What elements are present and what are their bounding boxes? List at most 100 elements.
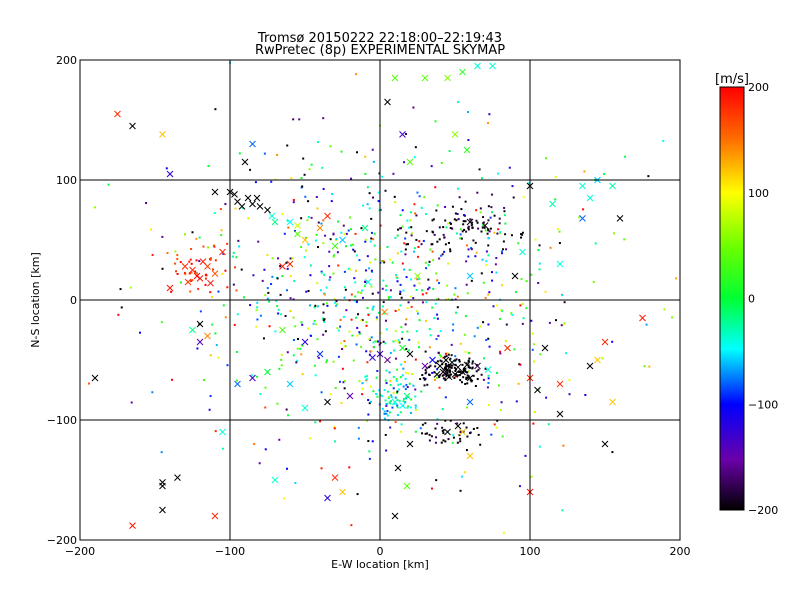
data-point-dot [454, 212, 457, 215]
data-point-dot [487, 377, 490, 380]
data-point-dot [394, 339, 397, 342]
data-point-dot [488, 291, 491, 294]
data-point-dot [498, 217, 501, 220]
data-point-cross [444, 428, 451, 436]
data-point-dot [429, 364, 432, 367]
data-point-dot [431, 250, 434, 253]
data-point-dot [482, 221, 485, 224]
y-tick-label: 200 [56, 54, 77, 67]
data-point-dot [448, 150, 451, 153]
data-point-dot [459, 489, 462, 492]
data-point-dot [471, 362, 474, 365]
data-point-cross [364, 278, 372, 286]
data-point-dot [444, 352, 447, 355]
data-point-dot [394, 396, 397, 399]
data-point-cross [421, 362, 429, 370]
data-point-dot [377, 191, 380, 194]
data-point-dot [416, 278, 419, 281]
data-point-dot [391, 406, 394, 409]
data-point-dot [365, 350, 368, 353]
data-point-dot [342, 315, 345, 318]
data-point-dot [406, 406, 409, 409]
data-point-dot [465, 260, 468, 263]
data-point-dot [521, 302, 524, 305]
data-point-dot [414, 146, 417, 149]
data-point-dot [119, 288, 122, 291]
data-point-dot [322, 319, 325, 322]
data-point-dot [325, 286, 328, 289]
data-point-dot [300, 321, 303, 324]
data-point-dot [385, 289, 388, 292]
data-point-dot [460, 381, 463, 384]
data-point-dot [442, 429, 445, 432]
data-point-dot [372, 238, 375, 241]
data-point-dot [220, 229, 223, 232]
data-point-cross [207, 279, 214, 287]
data-point-dot [277, 312, 280, 315]
data-point-dot [279, 293, 282, 296]
data-point-cross [639, 314, 646, 322]
data-point-dot [474, 384, 477, 387]
data-point-cross [541, 344, 549, 352]
data-point-dot [452, 323, 455, 326]
data-point-dot [367, 313, 370, 316]
data-point-dot [601, 357, 604, 360]
data-point-dot [395, 379, 398, 382]
data-point-dot [444, 219, 447, 222]
data-point-dot [383, 417, 386, 420]
data-point-dot [451, 364, 454, 367]
data-point-dot [447, 374, 450, 377]
data-point-dot [339, 325, 342, 328]
plot-grid [80, 60, 680, 540]
data-point-dot [485, 264, 488, 267]
x-tick-label: 100 [520, 545, 541, 558]
data-point-dot [424, 261, 427, 264]
data-point-dot [310, 163, 313, 166]
data-point-dot [466, 382, 469, 385]
data-point-dot [438, 226, 441, 229]
data-point-dot [436, 279, 439, 282]
data-point-dot [469, 218, 472, 221]
data-point-dot [435, 479, 438, 482]
data-point-dot [307, 215, 310, 218]
data-point-dot [467, 226, 470, 229]
data-point-dot [332, 254, 335, 257]
data-point-dot [404, 248, 407, 251]
data-point-dot [518, 363, 521, 366]
data-point-dot [539, 353, 542, 356]
data-point-dot [345, 232, 348, 235]
data-point-dot [501, 284, 504, 287]
data-point-dot [343, 296, 346, 299]
data-point-dot [479, 325, 482, 328]
data-point-dot [547, 423, 550, 426]
data-point-dot [451, 205, 454, 208]
data-point-dot [255, 309, 258, 312]
data-point-cross [391, 398, 399, 406]
data-point-dot [377, 291, 380, 294]
data-point-dot [289, 275, 292, 278]
data-point-dot [480, 230, 483, 233]
data-point-dot [376, 395, 379, 398]
data-point-dot [370, 285, 373, 288]
data-point-dot [226, 364, 229, 367]
data-point-dot [360, 319, 363, 322]
data-point-dot [493, 423, 496, 426]
data-point-dot [266, 297, 269, 300]
data-point-dot [213, 245, 216, 248]
data-point-dot [449, 357, 452, 360]
data-point-dot [464, 350, 467, 353]
data-point-dot [476, 326, 479, 329]
data-point-dot [385, 412, 388, 415]
data-point-dot [365, 375, 368, 378]
data-point-dot [510, 234, 513, 237]
data-point-dot [464, 382, 467, 385]
data-point-dot [280, 358, 283, 361]
data-point-dot [488, 230, 491, 233]
data-point-dot [348, 216, 351, 219]
data-point-dot [383, 412, 386, 415]
data-point-dot [308, 304, 311, 307]
data-point-dot [381, 175, 384, 178]
data-point-dot [533, 410, 536, 413]
data-point-dot [419, 378, 422, 381]
data-point-dot [363, 285, 366, 288]
